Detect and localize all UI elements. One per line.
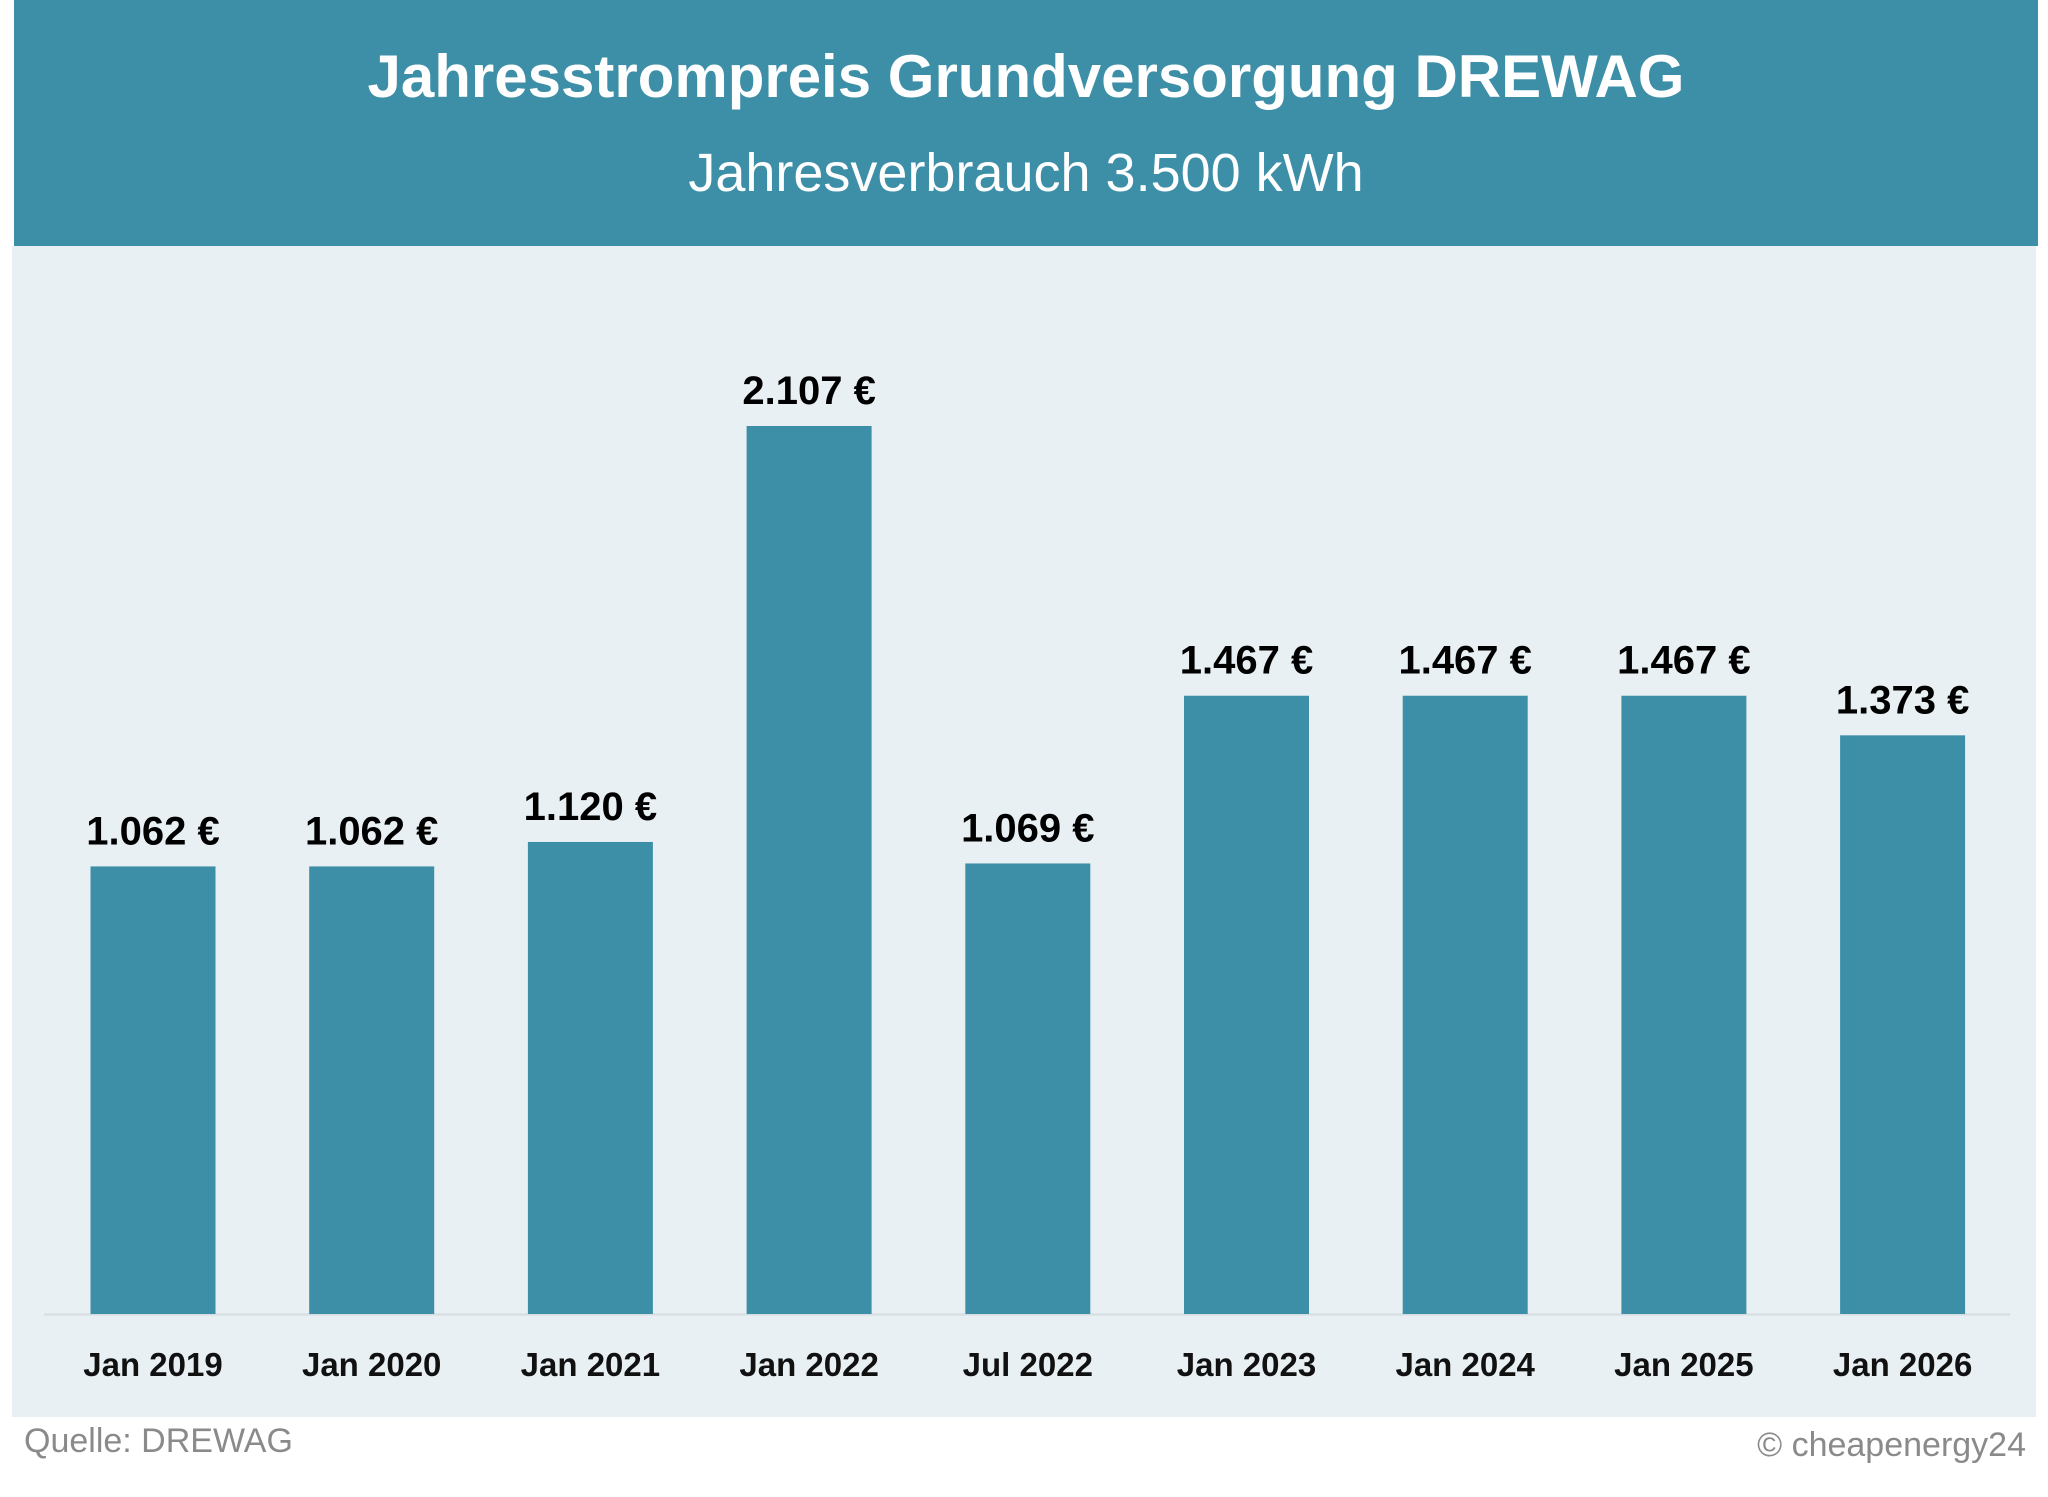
data-label: 1.062 € <box>86 809 219 853</box>
x-tick-label: Jan 2026 <box>1833 1346 1972 1383</box>
data-label: 1.373 € <box>1836 678 1969 722</box>
plot-area: 1.062 € Jan 2019 1.062 € Jan 2020 1.120 € Jan… <box>12 246 2036 1417</box>
bar <box>965 863 1091 1314</box>
bar <box>1621 695 1747 1314</box>
data-label: 1.467 € <box>1617 639 1750 683</box>
data-label: 1.069 € <box>961 806 1094 850</box>
x-tick-label: Jan 2024 <box>1395 1346 1535 1383</box>
x-tick-label: Jul 2022 <box>963 1346 1093 1383</box>
bar <box>527 841 653 1314</box>
bar <box>1840 735 1966 1314</box>
source-note: Quelle: DREWAG <box>24 1422 293 1460</box>
data-label: 1.467 € <box>1398 639 1531 683</box>
x-tick-label: Jan 2021 <box>521 1346 660 1383</box>
bar <box>309 866 435 1314</box>
bar-chart: 1.062 € Jan 2019 1.062 € Jan 2020 1.120 € Jan… <box>44 369 2010 1383</box>
data-label: 1.120 € <box>524 785 657 829</box>
bar <box>1184 695 1309 1314</box>
chart-header: Jahresstrompreis Grundversorgung DREWAG … <box>14 0 2038 246</box>
x-tick-label: Jan 2025 <box>1614 1346 1753 1383</box>
copyright-note: © cheapenergy24 <box>1757 1426 2026 1464</box>
chart-subtitle: Jahresverbrauch 3.500 kWh <box>688 143 1364 203</box>
data-label: 1.062 € <box>305 809 438 853</box>
data-label: 2.107 € <box>742 369 875 413</box>
x-tick-label: Jan 2020 <box>302 1346 441 1383</box>
bar <box>1402 695 1528 1314</box>
bar <box>90 866 216 1314</box>
chart-title: Jahresstrompreis Grundversorgung DREWAG <box>367 43 1685 110</box>
bar <box>746 426 872 1314</box>
x-tick-label: Jan 2019 <box>83 1346 222 1383</box>
x-tick-label: Jan 2023 <box>1177 1346 1316 1383</box>
x-tick-label: Jan 2022 <box>739 1346 878 1383</box>
data-label: 1.467 € <box>1180 639 1313 683</box>
